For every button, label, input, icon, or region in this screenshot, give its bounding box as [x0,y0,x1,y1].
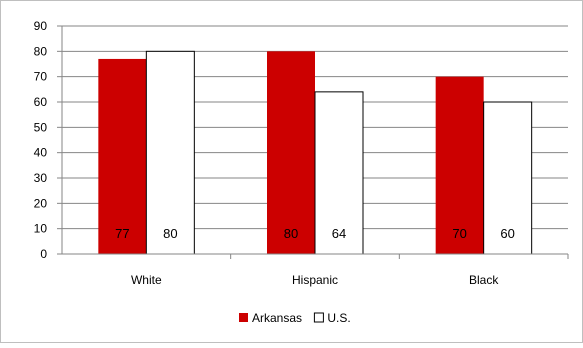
legend-label: U.S. [327,311,350,325]
bar-arkansas-white [98,58,147,254]
y-tick-label: 30 [34,171,48,185]
data-label: 70 [452,226,466,241]
y-tick-label: 50 [34,120,48,134]
y-tick-label: 0 [40,247,47,261]
y-tick-label: 20 [34,196,48,210]
x-tick-label: Hispanic [292,273,338,287]
bar-u-s--white [145,50,195,255]
bar-arkansas-hispanic [267,51,315,255]
data-label: 80 [284,226,298,241]
y-tick-label: 80 [34,44,48,58]
bars: 77 80 80 64 70 60 [98,50,533,255]
data-label: 64 [332,226,346,241]
y-tick-label: 70 [34,70,48,84]
axes: 0 10 20 30 40 50 60 70 80 90 White Hispanic Black [34,19,569,287]
x-tick-label: White [131,273,162,287]
legend: Arkansas U.S. [239,311,351,325]
y-tick-label: 10 [34,222,48,236]
bar-arkansas-black [435,76,484,255]
bar-u-s--black [483,101,533,255]
legend-swatch [239,313,248,322]
y-tick-label: 40 [34,146,48,160]
data-label: 60 [500,226,514,241]
y-tick-label: 90 [34,19,48,33]
data-label: 77 [115,226,129,241]
data-label: 80 [163,226,177,241]
y-tick-label: 60 [34,95,48,109]
legend-label: Arkansas [252,311,302,325]
x-tick-label: Black [469,273,499,287]
legend-swatch [313,312,324,323]
